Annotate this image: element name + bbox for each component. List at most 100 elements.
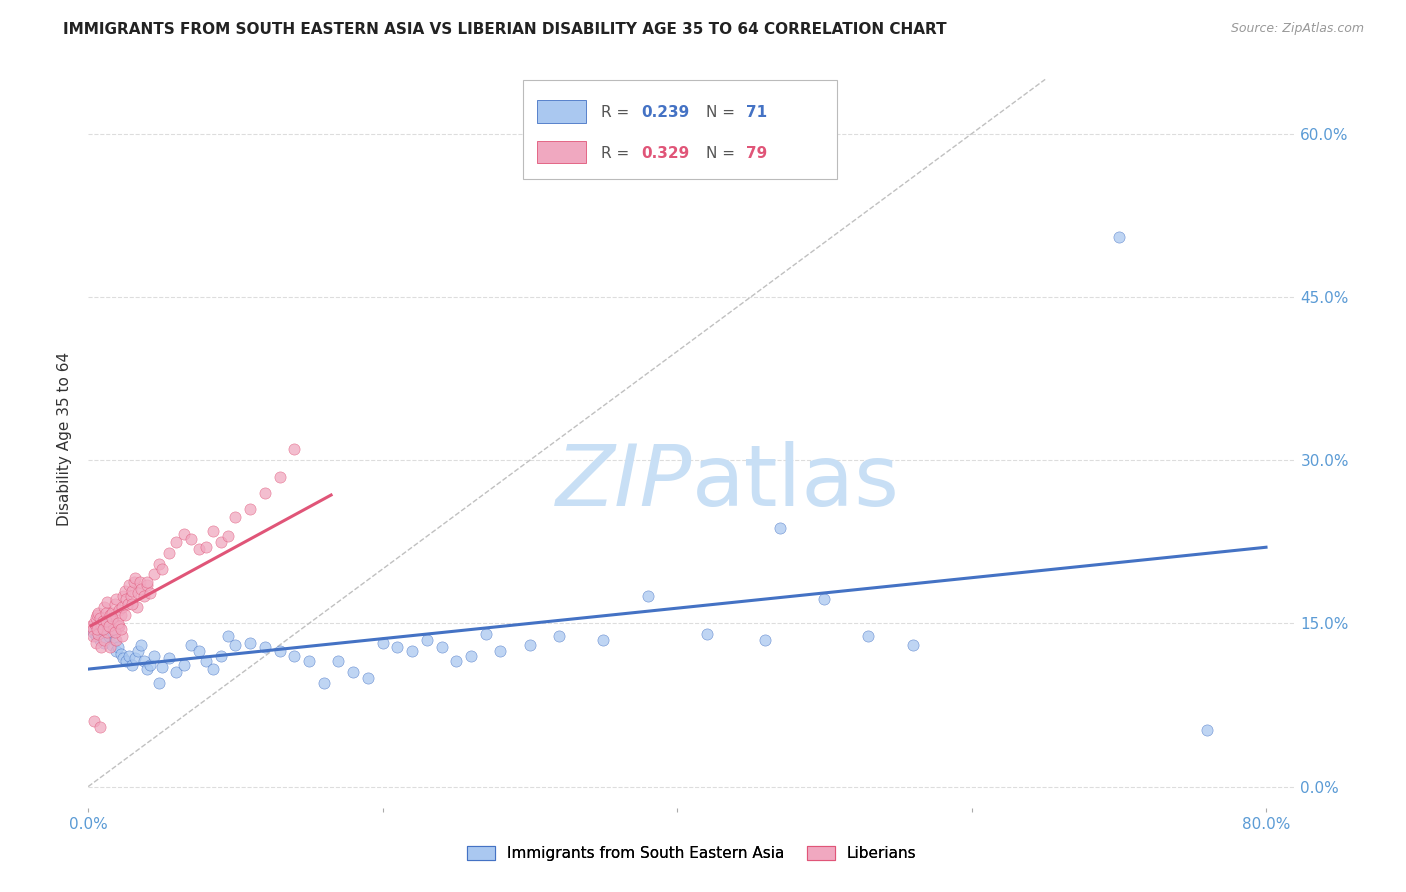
Point	[108, 603, 131, 617]
Point	[111, 600, 134, 615]
Point	[157, 546, 180, 560]
Point	[112, 589, 135, 603]
FancyBboxPatch shape	[523, 79, 837, 179]
Point	[209, 648, 232, 663]
Point	[121, 597, 143, 611]
Point	[84, 636, 107, 650]
Point	[148, 676, 170, 690]
Point	[283, 648, 305, 663]
Point	[105, 643, 128, 657]
Point	[94, 622, 117, 636]
Point	[166, 534, 188, 549]
Point	[98, 614, 121, 628]
Point	[94, 614, 117, 628]
Text: R =: R =	[602, 146, 634, 161]
Point	[430, 640, 453, 655]
Text: atlas: atlas	[692, 442, 900, 524]
Point	[118, 578, 141, 592]
Text: N =: N =	[706, 105, 740, 120]
Point	[84, 630, 107, 644]
Point	[157, 651, 180, 665]
Point	[202, 662, 225, 676]
Point	[93, 636, 115, 650]
Point	[239, 636, 262, 650]
Text: 71: 71	[747, 105, 768, 120]
Point	[90, 618, 112, 632]
Point	[173, 657, 195, 672]
Point	[101, 622, 124, 636]
Point	[83, 714, 105, 729]
FancyBboxPatch shape	[537, 141, 585, 163]
Point	[97, 630, 120, 644]
Point	[111, 630, 134, 644]
Point	[83, 616, 105, 631]
Point	[90, 640, 112, 655]
Point	[283, 442, 305, 457]
Point	[91, 614, 114, 628]
Point	[592, 632, 614, 647]
Point	[98, 607, 121, 622]
Point	[187, 643, 209, 657]
Point	[89, 720, 111, 734]
Point	[80, 618, 103, 632]
Point	[93, 632, 115, 647]
Point	[148, 557, 170, 571]
Point	[100, 638, 122, 652]
Point	[82, 630, 104, 644]
Point	[136, 662, 159, 676]
Point	[122, 575, 145, 590]
Point	[101, 625, 124, 640]
Point	[139, 586, 162, 600]
Point	[110, 622, 132, 636]
Point	[858, 630, 880, 644]
Point	[118, 648, 141, 663]
Point	[357, 671, 380, 685]
Point	[371, 636, 394, 650]
Text: 79: 79	[747, 146, 768, 161]
Point	[91, 616, 114, 631]
Point	[115, 592, 138, 607]
Point	[637, 589, 659, 603]
Point	[114, 583, 136, 598]
FancyBboxPatch shape	[537, 100, 585, 122]
Point	[96, 625, 118, 640]
Point	[128, 575, 150, 590]
Point	[401, 643, 423, 657]
Point	[173, 527, 195, 541]
Point	[696, 627, 718, 641]
Point	[139, 657, 162, 672]
Point	[114, 607, 136, 622]
Point	[489, 643, 512, 657]
Point	[100, 611, 122, 625]
Point	[209, 534, 232, 549]
Point	[519, 638, 541, 652]
Point	[132, 655, 155, 669]
Point	[120, 589, 142, 603]
Point	[1108, 230, 1130, 244]
Legend: Immigrants from South Eastern Asia, Liberians: Immigrants from South Eastern Asia, Libe…	[461, 839, 922, 867]
Point	[474, 627, 496, 641]
Point	[180, 532, 202, 546]
Point	[269, 643, 291, 657]
Point	[150, 660, 173, 674]
Point	[97, 618, 120, 632]
Point	[444, 655, 467, 669]
Point	[105, 632, 128, 647]
Point	[224, 638, 246, 652]
Point	[150, 562, 173, 576]
Point	[202, 524, 225, 538]
Point	[1197, 723, 1219, 737]
Point	[127, 586, 149, 600]
Point	[86, 607, 108, 622]
Text: R =: R =	[602, 105, 634, 120]
Text: 0.329: 0.329	[641, 146, 689, 161]
Point	[136, 575, 159, 590]
Point	[96, 618, 118, 632]
Point	[87, 627, 110, 641]
Point	[104, 632, 127, 647]
Point	[416, 632, 439, 647]
Point	[107, 618, 129, 632]
Point	[94, 606, 117, 620]
Point	[125, 600, 148, 615]
Point	[90, 618, 112, 632]
